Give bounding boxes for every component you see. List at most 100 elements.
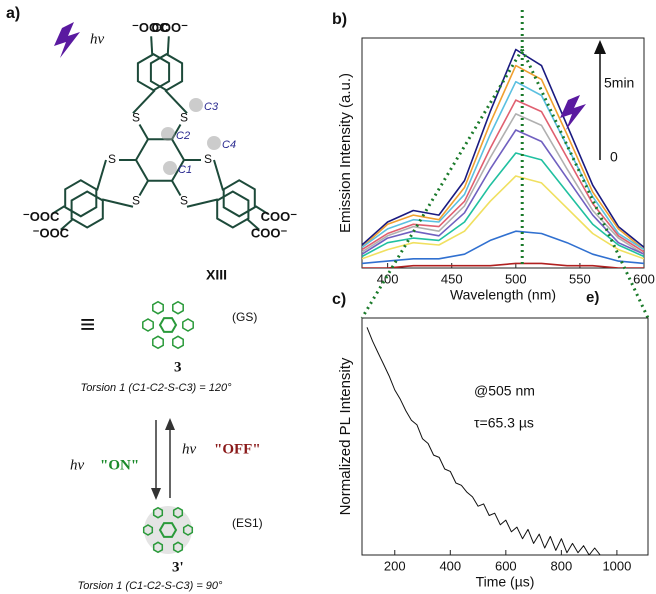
bond: [171, 180, 182, 197]
ring: [142, 318, 154, 332]
carbon-label: C2: [176, 130, 190, 142]
ring: [152, 300, 164, 315]
ring: [182, 524, 194, 536]
data-line: [362, 262, 644, 268]
sulfur: S: [132, 111, 140, 125]
data-line: [362, 80, 644, 251]
annotation: @505 nm: [474, 383, 535, 399]
ring: [136, 53, 171, 92]
bond: [213, 159, 224, 191]
ring: [172, 335, 184, 350]
carboxylate: ⁻OOC: [132, 20, 169, 35]
x-tick-label: 600: [633, 271, 655, 286]
excited-state: (ES1): [232, 516, 263, 530]
sulfur: S: [108, 152, 116, 166]
ring: [216, 190, 250, 229]
data-line: [362, 113, 644, 255]
bond: [138, 180, 149, 197]
x-tick-label: 550: [569, 271, 591, 286]
bond: [254, 205, 269, 215]
plot-frame: [361, 317, 649, 556]
data-line: [362, 175, 644, 260]
arrow-head: [165, 418, 175, 430]
sulfur: S: [204, 152, 212, 166]
ring: [152, 335, 164, 350]
ring: [149, 53, 184, 92]
arrow-head: [151, 488, 161, 500]
excited-label: 3': [172, 559, 184, 575]
bond: [186, 198, 219, 208]
ring: [172, 506, 184, 519]
x-tick-label: 400: [439, 558, 461, 573]
ring: [172, 541, 184, 554]
x-tick-label: 450: [441, 271, 463, 286]
light-icon: [54, 22, 80, 58]
bond: [150, 36, 154, 55]
bond: [132, 89, 156, 114]
x-axis-label: Time (µs): [476, 574, 535, 590]
data-line: [362, 129, 644, 255]
sulfur: S: [132, 194, 140, 208]
panel-label: b): [332, 11, 347, 28]
compound-label: XIII: [206, 267, 227, 283]
bond: [166, 36, 170, 55]
excited-glow: [144, 506, 192, 554]
arrow-head: [594, 40, 606, 54]
y-axis-label: Emission Intensity (a.u.): [337, 73, 354, 233]
arrow-start: 0: [610, 149, 618, 165]
ring: [134, 138, 186, 182]
ring: [152, 506, 164, 519]
carboxylate: COO⁻: [151, 20, 188, 35]
data-line: [362, 152, 644, 258]
sulfur: S: [180, 111, 188, 125]
off-light: hν: [182, 441, 197, 457]
annotation: τ=65.3 µs: [474, 415, 534, 431]
carboxylate: COO⁻: [251, 226, 288, 241]
carboxylate: ⁻OOC: [23, 209, 60, 224]
excitation-label: hν: [90, 31, 105, 47]
bond: [246, 218, 260, 231]
ring: [182, 318, 194, 332]
zoom-line: [360, 48, 524, 319]
sulfur: S: [180, 194, 188, 208]
ring: [142, 524, 154, 536]
torsion-excited: Torsion 1 (C1-C2-S-C3) = 90°: [78, 580, 224, 592]
ring: [70, 190, 104, 229]
x-tick-label: 800: [551, 558, 573, 573]
ring: [158, 522, 178, 538]
light-icon: [560, 95, 586, 130]
torsion-ground: Torsion 1 (C1-C2-S-C3) = 120°: [80, 382, 232, 394]
corner-label: e): [586, 289, 599, 306]
carboxylate: COO⁻: [261, 209, 298, 224]
atom-highlight: [189, 98, 203, 112]
carbon-label: C1: [178, 164, 192, 176]
carboxylate: ⁻OOC: [33, 226, 70, 241]
atom-highlight: [207, 136, 221, 150]
data-line: [362, 64, 644, 251]
ring: [222, 179, 256, 218]
data-line: [362, 230, 644, 265]
data-line: [362, 99, 644, 253]
off-text: "OFF": [214, 441, 261, 457]
on-text: "ON": [100, 457, 139, 473]
data-line: [367, 327, 611, 555]
panel-label: c): [332, 291, 346, 308]
bond: [164, 89, 188, 114]
ring: [152, 541, 164, 554]
plot-frame: [361, 37, 645, 269]
x-axis-label: Wavelength (nm): [450, 287, 556, 303]
arrow-end: 5min: [604, 75, 634, 91]
on-light: hν: [70, 457, 85, 473]
ring: [64, 179, 98, 218]
x-tick-label: 200: [384, 558, 406, 573]
panel-label: a): [6, 5, 20, 22]
equivalent-sign: ≡: [80, 309, 95, 339]
carbon-label: C3: [204, 101, 219, 113]
atom-highlight: [163, 161, 177, 175]
bond: [51, 205, 66, 215]
ground-state: (GS): [232, 310, 257, 324]
ring: [172, 300, 184, 315]
carbon-label: C4: [222, 139, 236, 151]
x-tick-label: 600: [495, 558, 517, 573]
